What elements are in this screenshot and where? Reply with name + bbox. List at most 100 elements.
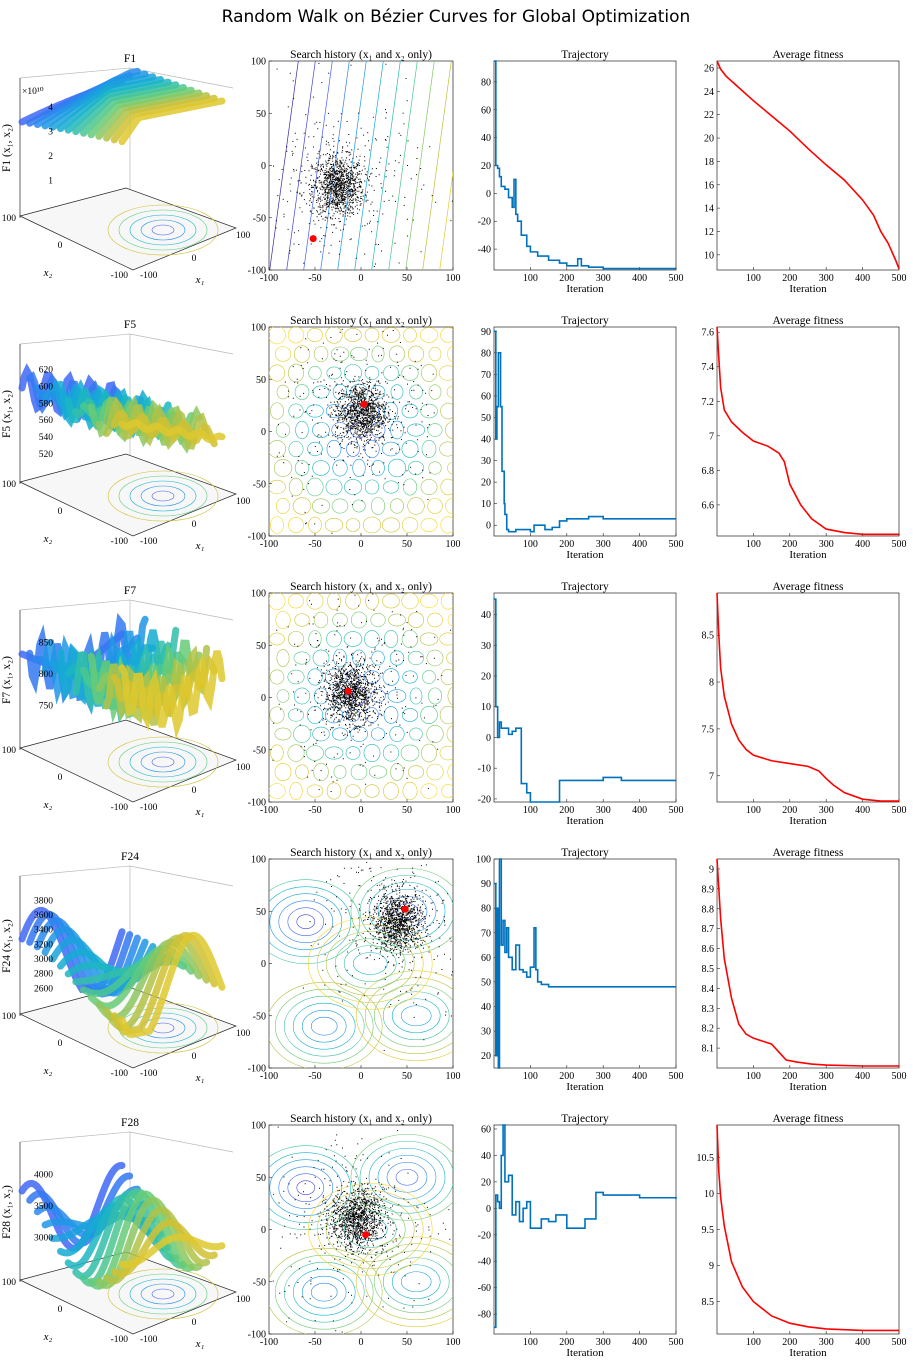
f24-fitness-ytick-label: 8.2 <box>702 1024 715 1035</box>
floor-contour <box>129 480 197 512</box>
contour-cell <box>276 498 290 514</box>
contour-cell <box>440 593 453 610</box>
contour-cell <box>324 518 344 532</box>
f24-surface-title: F24 <box>121 851 139 863</box>
f24-fitness-title: Average fitness <box>773 847 845 859</box>
contour-cell <box>383 630 399 648</box>
f7-fitness-ytick-label: 8 <box>709 678 714 689</box>
f24-fitness-ytick-label: 8.5 <box>702 964 715 975</box>
contour-ring <box>368 1147 446 1207</box>
surface-strip <box>80 1188 187 1287</box>
f28-trajectory-xtick-label: 300 <box>596 1337 611 1348</box>
f7-search-ytick-label: 100 <box>251 589 266 600</box>
f28-fitness-ytick-label: 10.5 <box>697 1153 715 1164</box>
f24-fitness-ytick-label: 8.9 <box>702 884 715 895</box>
f7-trajectory-ytick-label: 40 <box>481 610 491 621</box>
f1-trajectory-ytick-label: 60 <box>481 105 491 116</box>
f24-surface-ytick-label: 0 <box>58 1039 63 1049</box>
f1-fitness-ytick-label: 14 <box>704 204 714 215</box>
f24-search-ytick-label: 50 <box>256 907 266 918</box>
contour-cell <box>426 763 444 781</box>
contour-ring <box>343 945 397 982</box>
contour-cell <box>420 479 438 495</box>
f24-surface-xtick-label: 0 <box>192 1052 197 1062</box>
contour-ring <box>278 900 334 944</box>
contour-cell <box>306 745 324 761</box>
f7-fitness-xtick-label: 100 <box>746 805 761 816</box>
surface-strip <box>80 84 187 137</box>
f5-trajectory-axes-box <box>493 326 677 537</box>
f7-surface-ztick-label: 800 <box>39 670 54 680</box>
contour-cell <box>346 441 360 457</box>
f24-trajectory-xtick-label: 400 <box>632 1071 647 1082</box>
contour-cell <box>326 366 342 380</box>
f1-trajectory-ytick-label: -40 <box>478 245 491 256</box>
contour-cell <box>407 497 425 515</box>
f1-trajectory-ytick-label: 40 <box>481 133 491 144</box>
f28-search-title: Search history (x₁ and x₂ only) <box>290 1113 432 1125</box>
contour-ring <box>307 917 433 1010</box>
f24-fitness-ytick-label: 8.4 <box>702 984 715 995</box>
contour-ring <box>400 1271 432 1293</box>
contour-ring <box>382 991 450 1041</box>
contour-cell <box>287 363 305 383</box>
contour-cell <box>383 365 399 381</box>
contour-line <box>337 61 367 270</box>
floor-contour <box>140 485 186 507</box>
f28-fitness-ytick-label: 8.5 <box>702 1297 715 1308</box>
contour-cell <box>447 763 453 781</box>
contour-ring <box>343 1211 397 1248</box>
f7-surface-ytick-label: 0 <box>58 773 63 783</box>
contour-cell <box>407 461 425 475</box>
contour-cell <box>371 345 385 363</box>
f28-fitness-ytick-label: 9 <box>709 1261 714 1272</box>
contour-cell <box>345 593 361 610</box>
f24-search-xtick-label: 50 <box>402 1071 412 1082</box>
f1-search-samples <box>273 62 453 267</box>
contour-cell <box>428 346 442 362</box>
f24-trajectory-xtick-label: 100 <box>523 1071 538 1082</box>
contour-cell <box>383 480 399 494</box>
f24-fitness-ytick-label: 8.1 <box>702 1044 715 1055</box>
f1-surface-x2-label: x₂ <box>43 267 53 279</box>
contour-cell <box>390 763 404 781</box>
f1-surface-zlabel: F1 (x₁, x₂) <box>1 124 13 172</box>
contour-cell <box>427 612 443 628</box>
f7-trajectory-xtick-label: 400 <box>632 805 647 816</box>
contour-cell <box>427 687 443 705</box>
contour-cell <box>420 403 438 419</box>
f5-trajectory-xtick-label: 300 <box>596 539 611 550</box>
contour-cell <box>440 327 453 343</box>
f7-search-ytick-label: 0 <box>261 693 266 704</box>
f7-surface-ztick-label: 850 <box>39 639 54 649</box>
f7-trajectory-ytick-label: 10 <box>481 702 491 713</box>
f5-surface-ztick-label: 600 <box>39 382 54 392</box>
contour-cell <box>274 727 292 741</box>
f24-trajectory-xtick-label: 500 <box>669 1071 684 1082</box>
f7-search-xtick-label: -50 <box>308 805 321 816</box>
contour-cell <box>332 459 348 477</box>
f28-trajectory-ytick-label: -20 <box>478 1230 491 1241</box>
contour-cell <box>333 765 347 779</box>
contour-ring <box>350 1133 453 1221</box>
f1-fitness-ytick-label: 16 <box>704 180 714 191</box>
contour-cell <box>288 708 304 722</box>
contour-cell <box>270 516 284 534</box>
contour-ring <box>310 1282 338 1302</box>
f5-search-title: Search history (x₁ and x₂ only) <box>290 315 432 327</box>
f7-trajectory-series-line <box>494 598 676 803</box>
contour-cell <box>427 423 443 437</box>
f28-surface-zlabel: F28 (x₁, x₂) <box>1 1185 13 1239</box>
contour-cell <box>332 727 348 741</box>
contour-ring <box>269 981 383 1068</box>
f5-search-ytick-label: 100 <box>251 323 266 334</box>
f7-fitness-series-line <box>716 592 899 802</box>
f5-trajectory-ytick-label: 90 <box>481 327 491 338</box>
f24-fitness-xtick-label: 400 <box>855 1071 870 1082</box>
contour-cell <box>401 517 419 533</box>
f24-trajectory-ytick-label: 70 <box>481 928 491 939</box>
contour-cell <box>332 612 348 628</box>
f1-surface-ytick-label: 100 <box>2 214 17 224</box>
floor-contour <box>129 214 197 246</box>
